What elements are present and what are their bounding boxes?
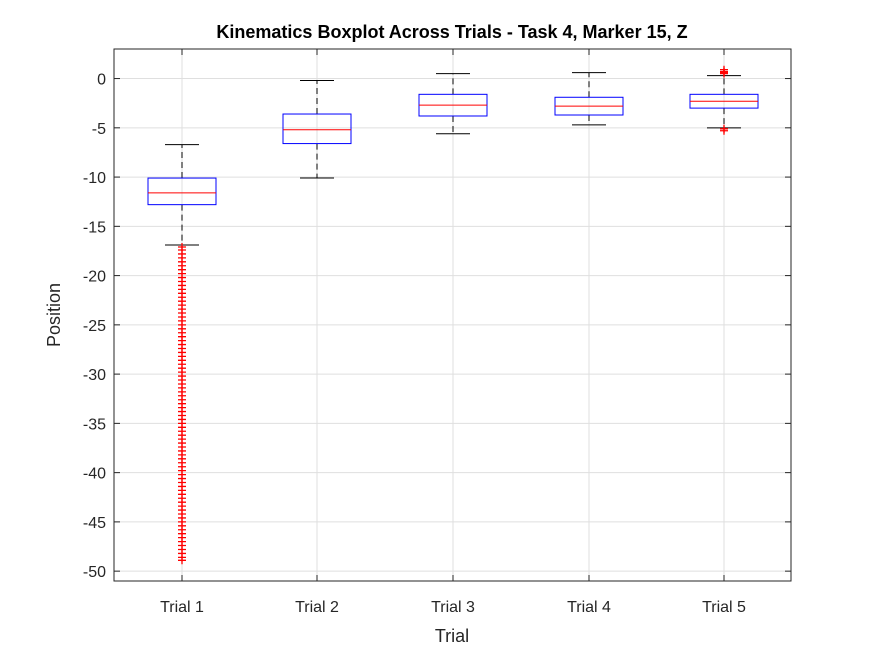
y-tick-label: -5 (92, 121, 106, 138)
x-tick-label: Trial 4 (567, 599, 611, 616)
box-group-2 (282, 80, 352, 179)
box-group-1 (147, 144, 217, 565)
y-tick-label: -45 (83, 515, 106, 532)
y-tick-label: -50 (83, 564, 106, 581)
y-tick-label: -30 (83, 367, 106, 384)
chart-title: Kinematics Boxplot Across Trials - Task … (216, 22, 687, 42)
x-tick-label: Trial 2 (295, 599, 339, 616)
y-tick-label: -10 (83, 170, 106, 187)
y-tick-label: -25 (83, 318, 106, 335)
y-tick-label: -35 (83, 416, 106, 433)
y-tick-label: -20 (83, 269, 106, 286)
box-group-5 (689, 65, 759, 135)
iqr-box (282, 113, 352, 145)
axes-frame (113, 48, 792, 582)
y-tick-label: -40 (83, 466, 106, 483)
outlier-marker (720, 126, 728, 135)
box-group-3 (418, 73, 488, 135)
x-tick-label: Trial 3 (431, 599, 475, 616)
x-tick-label: Trial 1 (160, 599, 204, 616)
iqr-box (147, 177, 217, 206)
y-axis-label: Position (44, 283, 64, 347)
x-axis-label: Trial (435, 626, 469, 646)
box-group-4 (554, 72, 624, 126)
outlier-marker (178, 556, 186, 565)
y-tick-label: -15 (83, 219, 106, 236)
outlier-marker (720, 65, 728, 74)
y-tick-label: 0 (97, 72, 106, 89)
x-tick-label: Trial 5 (702, 599, 746, 616)
